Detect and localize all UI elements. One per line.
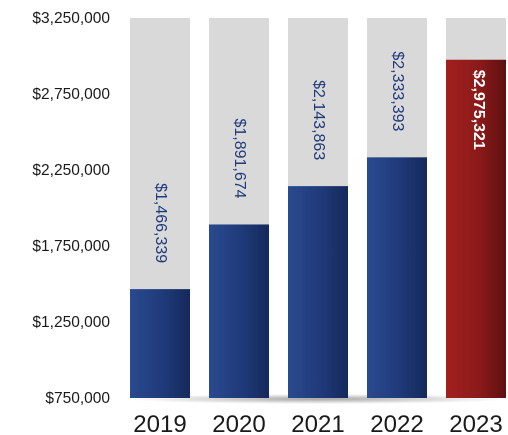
y-axis: $750,000 $1,250,000 $1,750,000 $2,250,000 $2… — [32, 10, 110, 407]
bar — [209, 224, 269, 398]
data-label: $2,975,321 — [470, 70, 487, 150]
y-tick-label: $1,250,000 — [32, 314, 110, 331]
bar — [130, 289, 190, 398]
data-label-layer: $1,466,339 $1,891,674 $2,143,863 $2,333,393… — [152, 51, 487, 263]
bar — [367, 157, 427, 398]
bar-layer — [130, 59, 506, 398]
data-label: $1,891,674 — [231, 118, 248, 198]
data-label: $2,333,393 — [389, 51, 406, 131]
y-tick-label: $1,750,000 — [32, 238, 110, 255]
x-tick-label: 2021 — [291, 411, 344, 435]
y-tick-label: $2,750,000 — [32, 86, 110, 103]
x-axis: 2019 2020 2021 2022 2023 — [133, 411, 502, 435]
bar — [446, 59, 506, 398]
y-tick-label: $2,250,000 — [32, 162, 110, 179]
x-tick-label: 2019 — [133, 411, 186, 435]
x-tick-label: 2022 — [370, 411, 423, 435]
x-tick-label: 2023 — [449, 411, 502, 435]
y-tick-label: $750,000 — [45, 390, 110, 407]
x-tick-label: 2020 — [212, 411, 265, 435]
bar — [288, 186, 348, 398]
data-label: $2,143,863 — [310, 80, 327, 160]
data-label: $1,466,339 — [152, 183, 169, 263]
y-tick-label: $3,250,000 — [32, 10, 110, 27]
